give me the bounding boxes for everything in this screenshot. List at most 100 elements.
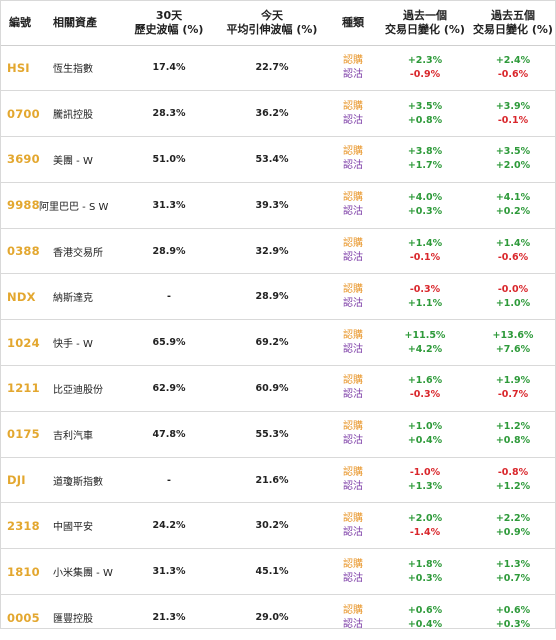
type-call-label: 認購 bbox=[343, 512, 363, 524]
type-put-label: 認沽 bbox=[343, 526, 363, 538]
type-call-label: 認購 bbox=[343, 375, 363, 387]
put-chg-5d: +0.2% bbox=[495, 206, 531, 218]
put-chg-5d: +1.0% bbox=[495, 297, 531, 309]
cell-type: 認購 認沽 bbox=[327, 594, 379, 640]
type-call-label: 認購 bbox=[343, 329, 363, 341]
call-chg-5d: +1.9% bbox=[495, 375, 531, 387]
call-chg-1d: +2.0% bbox=[407, 512, 443, 524]
cell-asset: 阿里巴巴 - S W bbox=[39, 181, 121, 229]
cell-hist-vol: - bbox=[121, 273, 217, 320]
put-chg-5d: +0.8% bbox=[495, 435, 531, 447]
cell-asset: 美團 - W bbox=[39, 136, 121, 183]
asset-name: 快手 - W bbox=[53, 339, 93, 351]
table-row[interactable]: HSI 恆生指數 17.4% 22.7% 認購 認沽 +2.3% -0.9% +2.4% -0.6… bbox=[1, 44, 555, 91]
put-chg-1d: -0.9% bbox=[409, 68, 441, 80]
call-chg-1d: -1.0% bbox=[409, 467, 441, 479]
asset-code[interactable]: 0005 bbox=[7, 610, 40, 625]
cell-chg-1d: +3.5% +0.8% bbox=[379, 90, 471, 137]
cell-asset: 中國平安 bbox=[39, 502, 121, 549]
cell-asset: 匯豐控股 bbox=[39, 594, 121, 640]
cell-chg-5d: +0.6% +0.3% bbox=[471, 594, 555, 640]
cell-chg-1d: +3.8% +1.7% bbox=[379, 136, 471, 183]
type-put-label: 認沽 bbox=[343, 160, 363, 172]
call-chg-5d: +2.2% bbox=[495, 512, 531, 524]
cell-hist-vol: 62.9% bbox=[121, 365, 217, 412]
cell-code: HSI bbox=[1, 44, 39, 91]
cell-asset: 小米集團 - W bbox=[39, 548, 121, 595]
cell-implied-vol: 39.3% bbox=[217, 181, 327, 229]
table-row[interactable]: 0700 騰訊控股 28.3% 36.2% 認購 認沽 +3.5% +0.8% +3.9% -0.… bbox=[1, 90, 555, 137]
cell-chg-5d: +1.4% -0.6% bbox=[471, 227, 555, 274]
put-chg-1d: -0.1% bbox=[409, 252, 441, 264]
table-row[interactable]: 0005 匯豐控股 21.3% 29.0% 認購 認沽 +0.6% +0.4% +0.6% +0.… bbox=[1, 594, 555, 640]
asset-code[interactable]: 0700 bbox=[7, 106, 40, 121]
asset-name: 香港交易所 bbox=[53, 247, 103, 259]
call-chg-1d: +0.6% bbox=[407, 604, 443, 616]
call-chg-1d: +11.5% bbox=[404, 329, 446, 341]
type-call-label: 認購 bbox=[343, 192, 363, 204]
cell-implied-vol: 69.2% bbox=[217, 319, 327, 366]
table-row[interactable]: 9988 阿里巴巴 - S W 31.3% 39.3% 認購 認沽 +4.0% +0.3% +4… bbox=[1, 181, 555, 229]
asset-name: 中國平安 bbox=[53, 522, 93, 534]
call-chg-1d: -0.3% bbox=[409, 283, 441, 295]
cell-implied-vol: 30.2% bbox=[217, 502, 327, 549]
asset-code[interactable]: 9988 bbox=[7, 198, 40, 213]
table-row[interactable]: 3690 美團 - W 51.0% 53.4% 認購 認沽 +3.8% +1.7% +3.5% +… bbox=[1, 136, 555, 183]
asset-name: 匯豐控股 bbox=[53, 614, 93, 626]
table-row[interactable]: 1211 比亞迪股份 62.9% 60.9% 認購 認沽 +1.6% -0.3% +1.9% -0… bbox=[1, 365, 555, 412]
call-chg-5d: +1.2% bbox=[495, 421, 531, 433]
asset-code[interactable]: 2318 bbox=[7, 518, 40, 533]
put-chg-1d: +0.4% bbox=[407, 435, 443, 447]
cell-hist-vol: 24.2% bbox=[121, 502, 217, 549]
asset-code[interactable]: 1024 bbox=[7, 335, 40, 350]
asset-code[interactable]: HSI bbox=[7, 60, 30, 75]
call-chg-1d: +3.8% bbox=[407, 146, 443, 158]
header-hist-vol-line1: 30天 bbox=[155, 8, 183, 22]
table-row[interactable]: DJI 道瓊斯指數 -21.6% 認購 認沽 -1.0% +1.3% -0.8% +1.2% bbox=[1, 456, 555, 503]
cell-hist-vol: 51.0% bbox=[121, 136, 217, 183]
table-row[interactable]: 0175 吉利汽車 47.8% 55.3% 認購 認沽 +1.0% +0.4% +1.2% +0.… bbox=[1, 410, 555, 458]
call-chg-1d: +1.6% bbox=[407, 375, 443, 387]
asset-code[interactable]: DJI bbox=[7, 473, 26, 488]
cell-implied-vol: 45.1% bbox=[217, 548, 327, 595]
put-chg-1d: -0.3% bbox=[409, 389, 441, 401]
table-row[interactable]: 1810 小米集團 - W 31.3% 45.1% 認購 認沽 +1.8% +0.3% +1.3… bbox=[1, 548, 555, 595]
call-chg-5d: +1.3% bbox=[495, 558, 531, 570]
type-put-label: 認沽 bbox=[343, 343, 363, 355]
cell-chg-1d: +1.6% -0.3% bbox=[379, 365, 471, 412]
asset-code[interactable]: 0175 bbox=[7, 427, 40, 442]
table-row[interactable]: 2318 中國平安 24.2% 30.2% 認購 認沽 +2.0% -1.4% +2.2% +0.… bbox=[1, 502, 555, 549]
cell-chg-1d: +11.5% +4.2% bbox=[379, 319, 471, 366]
put-chg-5d: +0.7% bbox=[495, 572, 531, 584]
cell-type: 認購 認沽 bbox=[327, 365, 379, 412]
asset-code[interactable]: 0388 bbox=[7, 244, 40, 259]
put-chg-1d: +0.3% bbox=[407, 206, 443, 218]
cell-asset: 吉利汽車 bbox=[39, 410, 121, 458]
type-call-label: 認購 bbox=[343, 604, 363, 616]
asset-code[interactable]: 3690 bbox=[7, 152, 40, 167]
cell-code: 0175 bbox=[1, 410, 40, 458]
call-chg-1d: +4.0% bbox=[407, 192, 443, 204]
cell-hist-vol: 17.4% bbox=[121, 44, 217, 91]
asset-code[interactable]: NDX bbox=[7, 289, 36, 304]
cell-code: 1024 bbox=[1, 319, 40, 366]
header-asset-label: 相關資產 bbox=[53, 15, 97, 29]
cell-hist-vol: 31.3% bbox=[121, 181, 217, 229]
cell-code: 1211 bbox=[1, 365, 40, 412]
cell-type: 認購 認沽 bbox=[327, 410, 379, 458]
table-row[interactable]: 0388 香港交易所 28.9% 32.9% 認購 認沽 +1.4% -0.1% +1.4% -0… bbox=[1, 227, 555, 274]
put-chg-5d: +0.9% bbox=[495, 526, 531, 538]
asset-code[interactable]: 1810 bbox=[7, 564, 40, 579]
header-implied-vol-line2: 平均引伸波幅 (%) bbox=[226, 22, 318, 36]
table-row[interactable]: NDX 納斯達克 -28.9% 認購 認沽 -0.3% +1.1% -0.0% +1.0% bbox=[1, 273, 555, 320]
call-chg-5d: +3.9% bbox=[495, 100, 531, 112]
type-call-label: 認購 bbox=[343, 558, 363, 570]
type-call-label: 認購 bbox=[343, 467, 363, 479]
table-row[interactable]: 1024 快手 - W 65.9% 69.2% 認購 認沽 +11.5% +4.2% +13.6… bbox=[1, 319, 555, 366]
cell-implied-vol: 28.9% bbox=[217, 273, 327, 320]
cell-hist-vol: - bbox=[121, 456, 217, 503]
header-implied-vol-line1: 今天 bbox=[261, 8, 283, 22]
asset-code[interactable]: 1211 bbox=[7, 381, 40, 396]
cell-asset: 騰訊控股 bbox=[39, 90, 121, 137]
type-call-label: 認購 bbox=[343, 146, 363, 158]
